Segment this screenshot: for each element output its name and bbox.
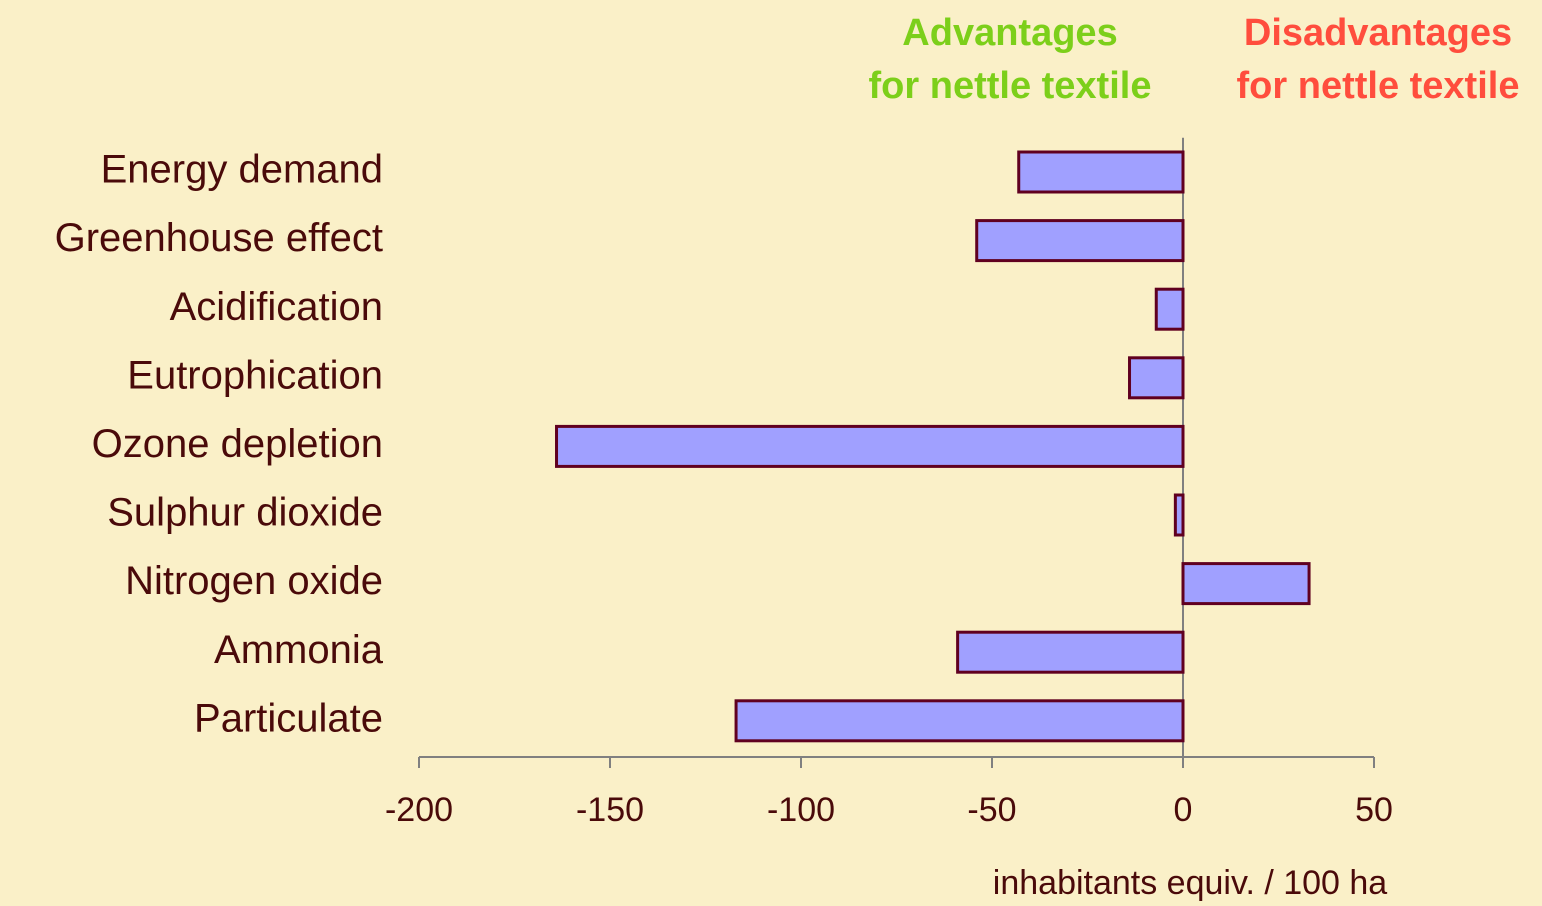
y-tick-label: Energy demand xyxy=(101,148,383,192)
bar xyxy=(1181,562,1311,606)
y-tick-label: Ammonia xyxy=(214,628,384,672)
bar xyxy=(975,219,1185,263)
x-tick-label: -100 xyxy=(767,791,835,829)
bar xyxy=(1154,287,1185,331)
bar xyxy=(734,699,1185,743)
x-tick-label: -150 xyxy=(576,791,644,829)
annotation: for nettle textile xyxy=(869,65,1152,107)
x-tick-label: 0 xyxy=(1174,791,1193,829)
bar xyxy=(1128,356,1185,400)
x-axis-label: inhabitants equiv. / 100 ha xyxy=(993,864,1388,902)
y-tick-label: Nitrogen oxide xyxy=(125,559,383,603)
y-tick-label: Acidification xyxy=(170,285,383,329)
y-tick-label: Eutrophication xyxy=(127,353,383,397)
x-tick-label: -50 xyxy=(967,791,1016,829)
bar xyxy=(1017,150,1185,194)
annotation: Disadvantages xyxy=(1244,12,1512,54)
annotation: Advantages xyxy=(902,12,1117,54)
y-tick-label: Greenhouse effect xyxy=(55,216,383,260)
annotation: for nettle textile xyxy=(1237,65,1520,107)
y-tick-label: Sulphur dioxide xyxy=(107,491,383,535)
x-tick-label: 50 xyxy=(1355,791,1393,829)
y-tick-label: Ozone depletion xyxy=(92,422,383,466)
bar xyxy=(1173,493,1185,537)
x-tick-label: -200 xyxy=(385,791,453,829)
bar xyxy=(956,630,1185,674)
bar xyxy=(555,424,1185,468)
y-tick-label: Particulate xyxy=(194,696,383,740)
